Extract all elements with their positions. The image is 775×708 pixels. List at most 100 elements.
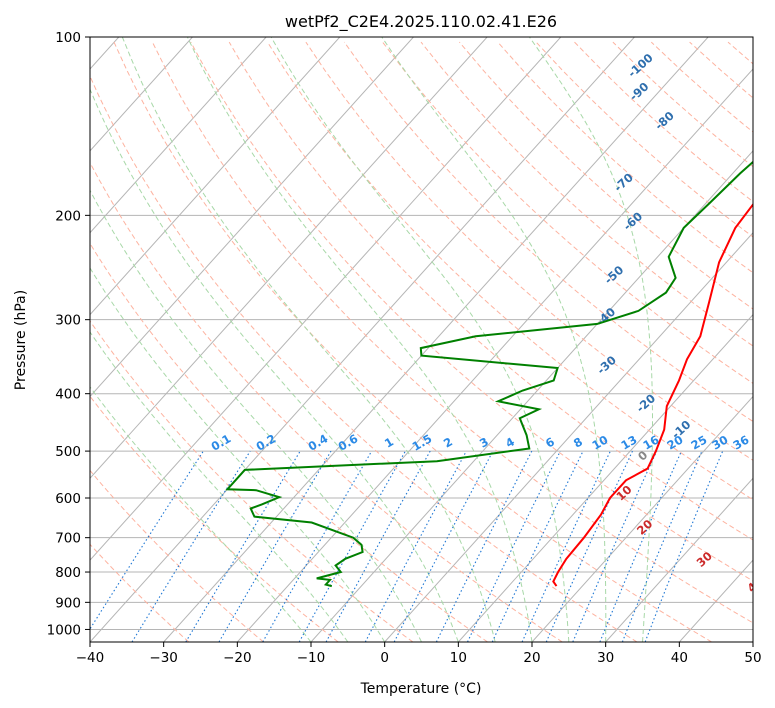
line-labels: -100-90-80-70-60-50-40-30-20-10010203040…	[209, 51, 753, 596]
y-tick-label: 600	[55, 491, 81, 507]
mixing-ratio-line	[599, 450, 682, 642]
isotherm-line	[457, 313, 753, 642]
mixing-ratio-label: 3	[477, 434, 491, 450]
dry-adiabat-line	[90, 395, 339, 642]
mixing-ratio-label: 1	[382, 434, 396, 450]
moist-adiabat-line	[90, 267, 386, 642]
mixing-ratio-line	[364, 450, 467, 642]
x-tick-label: 30	[597, 650, 614, 666]
dry-adiabat-line	[228, 41, 753, 541]
mixing-ratio-label: 0.6	[336, 431, 361, 453]
dry-adiabat-label: -50	[602, 263, 627, 287]
chart-title: wetPf2_C2E4.2025.110.02.41.E26	[285, 12, 557, 32]
y-tick-label: 1000	[47, 622, 81, 638]
isotherm-line	[531, 395, 753, 642]
y-tick-label: 700	[55, 531, 81, 547]
y-tick-label: 200	[55, 208, 81, 224]
isotherm-line	[90, 37, 341, 316]
dry-adiabat-label: 30	[694, 549, 715, 570]
dry-adiabat-label: -30	[594, 353, 619, 377]
dry-adiabat-line	[305, 41, 753, 461]
dry-adiabat-line	[90, 75, 638, 642]
y-tick-label: 900	[55, 595, 81, 611]
isotherm-line	[90, 37, 194, 152]
mixing-ratio-label: 4	[503, 434, 517, 450]
dry-adiabat-line	[90, 242, 488, 642]
mixing-ratio-label: 25	[689, 432, 710, 452]
y-tick-label: 400	[55, 387, 81, 403]
background-lines	[90, 37, 753, 642]
dry-adiabat-label: -80	[652, 108, 677, 132]
plot-frame	[89, 36, 754, 643]
x-tick-label: 20	[523, 650, 540, 666]
dry-adiabat-line	[267, 41, 753, 501]
mixing-ratio-label: 30	[710, 432, 731, 452]
mixing-ratio-line	[262, 450, 373, 642]
moist-adiabat-line	[90, 88, 459, 642]
isotherm-line	[605, 477, 753, 642]
dry-adiabat-line	[420, 41, 753, 347]
x-tick-label: −40	[76, 650, 105, 666]
y-axis-label: Pressure (hPa)	[13, 290, 29, 390]
mixing-ratio-line	[90, 450, 204, 630]
x-axis: −40 −30 −20 −10 0 10 20 30 40 50	[76, 642, 762, 666]
mixing-ratio-line	[644, 450, 724, 642]
y-axis: 100 200 300 400 500 600 700 800 900 1000	[47, 30, 90, 638]
mixing-ratio-line	[435, 450, 533, 642]
dry-adiabat-line	[90, 320, 414, 642]
mixing-ratio-label: 0.1	[209, 431, 234, 453]
moist-adiabat-line	[270, 37, 570, 642]
dry-adiabat-label: -100	[625, 51, 656, 81]
profiles	[225, 160, 753, 588]
dry-adiabat-label: 20	[634, 517, 655, 538]
mixing-ratio-label: 0.2	[254, 431, 279, 453]
y-tick-label: 300	[55, 313, 81, 329]
x-tick-label: −30	[149, 650, 178, 666]
isotherm-line	[384, 231, 753, 642]
mixing-ratio-label: 2	[441, 434, 455, 450]
moist-adiabat-line	[381, 37, 607, 642]
isotherm-line	[310, 150, 753, 642]
x-tick-label: 40	[671, 650, 688, 666]
dry-adiabat-label: 10	[613, 482, 634, 503]
mixing-ratio-label: 20	[665, 432, 686, 452]
dry-adiabat-line	[190, 41, 753, 582]
mixing-ratio-label: 0.4	[306, 431, 331, 453]
isotherm-line	[90, 37, 488, 480]
isotherm-line	[90, 37, 415, 398]
mixing-ratio-label: 1.5	[410, 431, 435, 453]
series-line	[552, 202, 753, 587]
isotherm-line	[90, 37, 636, 642]
mixing-ratio-line	[545, 450, 633, 642]
mixing-ratio-line	[325, 450, 431, 642]
y-tick-label: 800	[55, 565, 81, 581]
dry-adiabat-label: -90	[627, 79, 652, 103]
series-line	[225, 160, 753, 588]
dry-adiabat-line	[727, 41, 753, 65]
dry-adiabat-line	[151, 41, 753, 624]
dry-adiabat-label: -70	[611, 170, 636, 194]
mixing-ratio-line	[298, 450, 406, 642]
y-tick-label: 100	[55, 30, 81, 46]
isotherm-line	[90, 37, 267, 234]
dry-adiabat-line	[650, 41, 753, 133]
mixing-ratio-line	[185, 450, 301, 642]
mixing-ratio-line	[621, 450, 703, 642]
dry-adiabat-line	[382, 41, 753, 384]
moist-adiabat-line	[90, 386, 312, 642]
dry-adiabat-line	[90, 469, 264, 642]
mixing-ratio-label: 13	[619, 432, 640, 452]
x-tick-label: 0	[380, 650, 389, 666]
isotherm-line	[752, 641, 753, 642]
isotherm-line	[163, 37, 709, 642]
x-axis-label: Temperature (°C)	[360, 681, 482, 697]
x-tick-label: −10	[297, 650, 326, 666]
dry-adiabat-line	[90, 161, 563, 642]
mixing-ratio-label: 36	[731, 432, 752, 452]
x-tick-label: 10	[450, 650, 467, 666]
mixing-ratio-label: 8	[571, 434, 585, 450]
moist-adiabat-line	[121, 37, 496, 642]
mixing-ratio-line	[572, 450, 658, 642]
mixing-ratio-line	[131, 450, 251, 642]
